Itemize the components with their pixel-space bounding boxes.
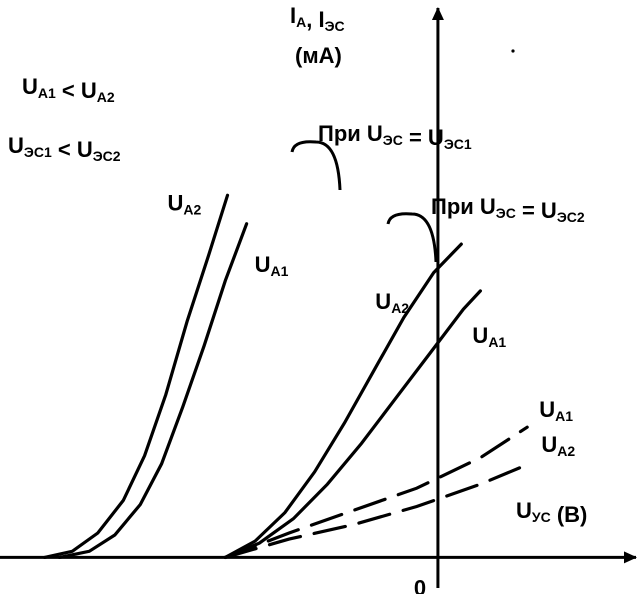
series-4-label: UА1	[472, 323, 506, 350]
series-3-label: UА2	[375, 289, 409, 316]
series-2-curve	[57, 222, 249, 559]
group-2-caption: При UЭС = UЭС2	[431, 194, 585, 225]
series-6-label: UА2	[541, 432, 575, 459]
series-1-curve	[43, 193, 230, 559]
origin-label: 0	[414, 575, 426, 594]
speck	[511, 49, 515, 53]
series-6-curve	[223, 462, 531, 559]
series-5-curve	[223, 425, 529, 559]
series-3-curve	[223, 242, 463, 559]
group-2-brace	[386, 212, 438, 263]
curves	[43, 193, 531, 559]
series-2-label: UА1	[255, 252, 289, 279]
condition-uec: UЭС1 < UЭС2	[8, 133, 121, 164]
axes	[0, 7, 637, 588]
labels: UА2 UА1 UА2 UА1 UА1 UА2 При UЭС = UЭС1 При UЭС …	[8, 3, 587, 594]
condition-ua: UА1 < UА2	[22, 74, 115, 105]
series-5-label: UА1	[539, 397, 573, 424]
group-1-caption: При UЭС = UЭС1	[318, 121, 472, 152]
y-axis-unit: (мА)	[295, 43, 342, 68]
x-axis-label: UУС (В)	[516, 498, 587, 527]
series-1-label: UА2	[167, 190, 201, 217]
group-1-brace	[290, 140, 342, 191]
y-axis-label: IА, IЭС	[290, 3, 345, 34]
series-4-curve	[223, 289, 482, 559]
